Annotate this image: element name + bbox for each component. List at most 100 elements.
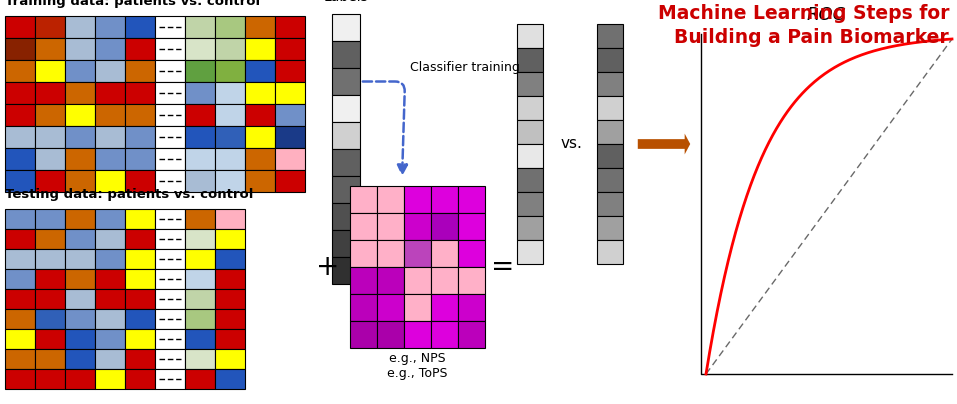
Bar <box>185 16 215 38</box>
Bar <box>5 329 35 349</box>
Bar <box>35 148 65 170</box>
Bar <box>404 267 431 294</box>
Bar <box>125 349 155 369</box>
Bar <box>185 104 215 126</box>
Bar <box>95 126 125 148</box>
Bar <box>35 104 65 126</box>
Bar <box>597 48 623 72</box>
Bar <box>215 249 245 269</box>
Bar <box>517 72 543 96</box>
Bar <box>65 148 95 170</box>
Bar <box>155 104 185 126</box>
Bar <box>517 96 543 120</box>
Bar <box>377 213 404 240</box>
Bar <box>215 269 245 289</box>
Bar <box>155 170 185 192</box>
Bar <box>65 329 95 349</box>
Bar <box>404 186 431 213</box>
Bar <box>125 369 155 389</box>
Bar <box>185 329 215 349</box>
Bar <box>5 369 35 389</box>
Bar <box>517 48 543 72</box>
Bar <box>332 14 360 41</box>
Bar <box>155 309 185 329</box>
Bar <box>185 249 215 269</box>
Bar <box>215 309 245 329</box>
Bar <box>35 309 65 329</box>
Bar <box>597 144 623 168</box>
Bar <box>185 229 215 249</box>
Bar <box>597 240 623 264</box>
Bar <box>275 82 305 104</box>
Bar <box>95 309 125 329</box>
Bar <box>125 170 155 192</box>
Bar <box>155 38 185 60</box>
Bar <box>125 38 155 60</box>
Bar <box>95 349 125 369</box>
Bar <box>350 186 377 213</box>
Bar <box>215 329 245 349</box>
Bar <box>35 349 65 369</box>
Bar <box>458 213 485 240</box>
Bar <box>458 321 485 348</box>
Bar <box>125 229 155 249</box>
Bar <box>215 289 245 309</box>
Bar <box>5 38 35 60</box>
Bar <box>215 349 245 369</box>
Bar <box>155 289 185 309</box>
Bar <box>125 309 155 329</box>
Bar <box>458 240 485 267</box>
Bar <box>275 104 305 126</box>
Bar <box>185 82 215 104</box>
Bar <box>95 38 125 60</box>
Bar <box>35 329 65 349</box>
Bar <box>5 249 35 269</box>
Bar <box>215 60 245 82</box>
Bar <box>275 60 305 82</box>
Bar <box>597 168 623 192</box>
Bar <box>35 249 65 269</box>
Bar <box>95 16 125 38</box>
Bar <box>215 229 245 249</box>
Bar <box>5 309 35 329</box>
Bar <box>431 267 458 294</box>
Bar <box>458 294 485 321</box>
Bar <box>185 170 215 192</box>
Bar <box>155 209 185 229</box>
Bar <box>377 186 404 213</box>
Bar <box>597 72 623 96</box>
Bar <box>215 82 245 104</box>
Bar <box>517 24 543 48</box>
Bar <box>245 82 275 104</box>
Bar <box>517 120 543 144</box>
Bar <box>35 82 65 104</box>
Bar <box>517 144 543 168</box>
Bar <box>597 24 623 48</box>
Bar <box>5 209 35 229</box>
Bar <box>95 329 125 349</box>
Bar <box>332 122 360 149</box>
Bar <box>65 82 95 104</box>
Bar <box>35 38 65 60</box>
Bar <box>404 294 431 321</box>
Bar <box>65 269 95 289</box>
Bar <box>185 38 215 60</box>
Bar <box>65 16 95 38</box>
Bar <box>275 170 305 192</box>
Bar <box>155 16 185 38</box>
Bar <box>125 269 155 289</box>
Bar <box>404 321 431 348</box>
Bar <box>95 289 125 309</box>
Text: Classifier training: Classifier training <box>410 61 520 74</box>
Bar <box>5 16 35 38</box>
Bar <box>185 369 215 389</box>
Bar <box>215 104 245 126</box>
Bar <box>215 148 245 170</box>
Bar <box>431 213 458 240</box>
Bar <box>597 96 623 120</box>
Bar <box>95 60 125 82</box>
Bar <box>458 186 485 213</box>
Bar <box>65 349 95 369</box>
Bar <box>155 249 185 269</box>
Bar <box>597 192 623 216</box>
